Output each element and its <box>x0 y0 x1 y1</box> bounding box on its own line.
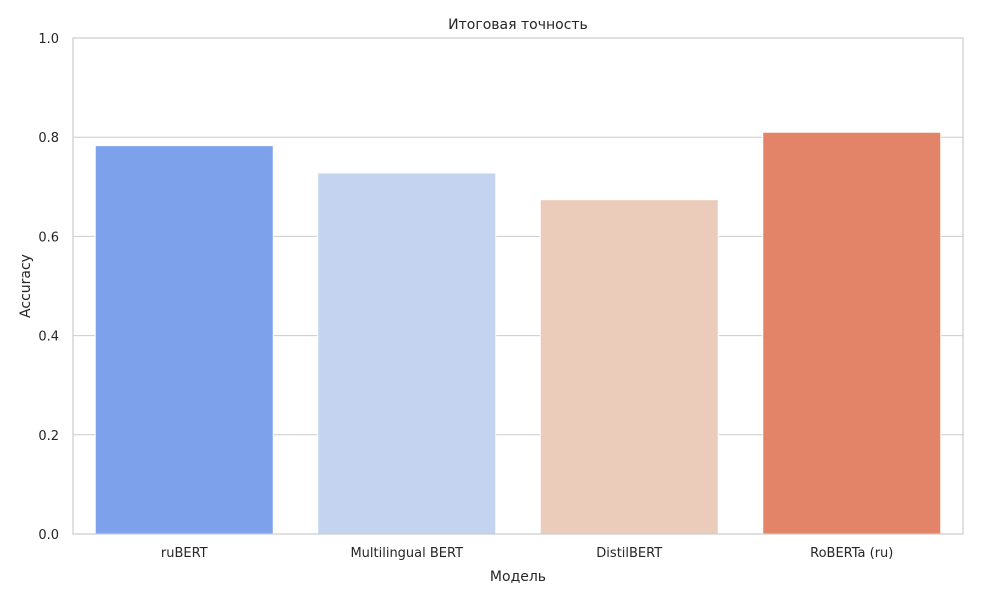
bar-rubert <box>94 145 274 535</box>
chart-title: Итоговая точность <box>448 17 588 33</box>
bar-distilbert <box>539 199 719 535</box>
plot-frame <box>72 37 964 535</box>
bar-multilingual-bert <box>317 172 497 535</box>
x-tick-label: Multilingual BERT <box>350 546 463 561</box>
bar-roberta-ru <box>762 131 942 535</box>
y-tick-label: 0.8 <box>38 131 59 146</box>
y-tick-label: 1.0 <box>38 32 59 47</box>
x-axis-label: Модель <box>490 569 546 585</box>
y-tick-label: 0.2 <box>38 429 59 444</box>
y-tick-label: 0.4 <box>38 330 59 345</box>
x-tick-label: DistilBERT <box>596 546 662 561</box>
y-tick-labels: 0.0 0.2 0.4 0.6 0.8 1.0 <box>38 32 59 543</box>
y-tick-label: 0.0 <box>38 528 59 543</box>
bars <box>94 131 942 535</box>
x-tick-labels: ruBERT Multilingual BERT DistilBERT RoBERTa… <box>161 546 894 561</box>
y-tick-label: 0.6 <box>38 230 59 245</box>
y-axis-label: Accuracy <box>18 254 34 318</box>
x-tick-label: RoBERTa (ru) <box>810 546 893 561</box>
x-tick-label: ruBERT <box>161 546 208 561</box>
